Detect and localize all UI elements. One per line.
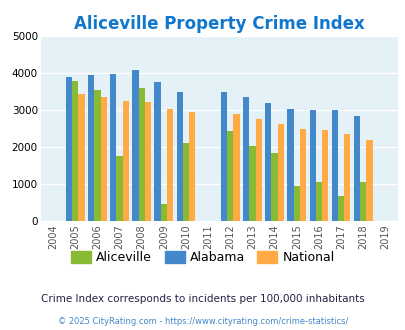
Title: Aliceville Property Crime Index: Aliceville Property Crime Index bbox=[74, 16, 364, 33]
Bar bbox=[94, 90, 100, 221]
Text: Crime Index corresponds to incidents per 100,000 inhabitants: Crime Index corresponds to incidents per… bbox=[41, 294, 364, 304]
Bar bbox=[343, 134, 350, 221]
Legend: Aliceville, Alabama, National: Aliceville, Alabama, National bbox=[66, 246, 339, 269]
Bar bbox=[365, 140, 372, 221]
Bar bbox=[233, 114, 239, 221]
Bar bbox=[88, 75, 94, 221]
Bar bbox=[249, 147, 255, 221]
Bar bbox=[315, 182, 321, 221]
Bar bbox=[293, 185, 299, 221]
Bar bbox=[166, 109, 173, 221]
Bar bbox=[182, 144, 189, 221]
Bar bbox=[321, 130, 328, 221]
Bar bbox=[287, 110, 293, 221]
Bar bbox=[78, 94, 85, 221]
Bar bbox=[264, 103, 271, 221]
Bar bbox=[176, 92, 182, 221]
Bar bbox=[220, 92, 227, 221]
Bar bbox=[331, 110, 337, 221]
Bar bbox=[132, 70, 138, 221]
Bar bbox=[160, 204, 166, 221]
Bar bbox=[243, 97, 249, 221]
Bar bbox=[277, 124, 284, 221]
Bar bbox=[72, 81, 78, 221]
Bar bbox=[189, 112, 195, 221]
Bar bbox=[359, 182, 365, 221]
Bar bbox=[100, 97, 107, 221]
Bar bbox=[110, 74, 116, 221]
Bar bbox=[154, 82, 160, 221]
Text: © 2025 CityRating.com - https://www.cityrating.com/crime-statistics/: © 2025 CityRating.com - https://www.city… bbox=[58, 317, 347, 326]
Bar bbox=[145, 102, 151, 221]
Bar bbox=[353, 116, 359, 221]
Bar bbox=[227, 131, 233, 221]
Bar bbox=[299, 129, 305, 221]
Bar bbox=[122, 101, 129, 221]
Bar bbox=[138, 88, 145, 221]
Bar bbox=[271, 153, 277, 221]
Bar bbox=[255, 119, 261, 221]
Bar bbox=[66, 77, 72, 221]
Bar bbox=[337, 196, 343, 221]
Bar bbox=[116, 156, 122, 221]
Bar bbox=[309, 110, 315, 221]
